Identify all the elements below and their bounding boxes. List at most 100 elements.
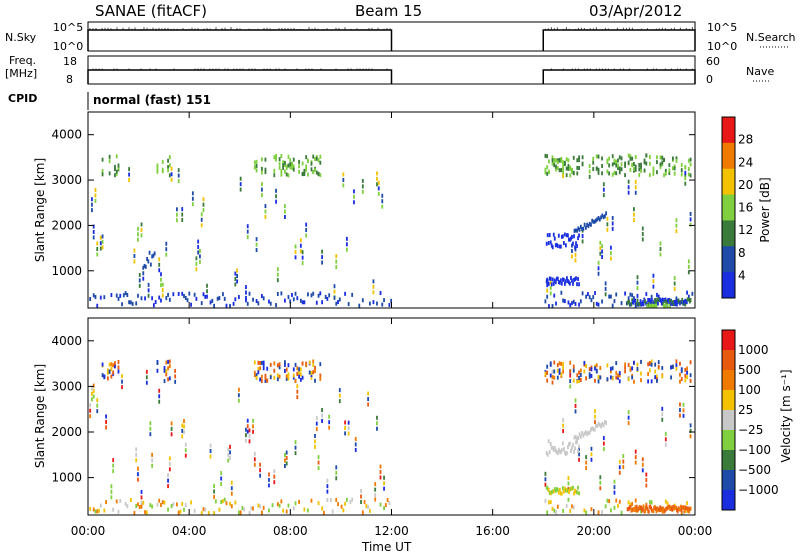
echo-cell (137, 237, 139, 242)
echo-cell (663, 173, 665, 178)
echo-cell (328, 425, 331, 430)
echo-cell (618, 379, 621, 384)
echo-cell (108, 362, 111, 367)
echo-cell (594, 291, 596, 296)
echo-cell (567, 488, 569, 493)
echo-cell (266, 378, 269, 383)
echo-cell (655, 509, 658, 514)
echo-cell (117, 369, 120, 374)
echo-cell (317, 501, 320, 506)
echo-cell (335, 497, 338, 502)
echo-cell (91, 391, 93, 396)
echo-cell (659, 241, 662, 246)
echo-cell (260, 379, 263, 384)
echo-cell (668, 163, 671, 168)
echo-cell (92, 394, 95, 399)
echo-cell (570, 486, 572, 491)
echo-cell (367, 391, 370, 396)
echo-cell (565, 279, 567, 284)
echo-cell (590, 373, 593, 378)
echo-cell (684, 302, 687, 307)
echo-cell (629, 367, 632, 372)
echo-cell (643, 160, 646, 165)
echo-cell (572, 170, 575, 175)
echo-cell (620, 162, 623, 167)
echo-cell (264, 214, 267, 219)
echo-cell (684, 378, 687, 383)
echo-cell (319, 376, 322, 381)
echo-cell (354, 447, 357, 452)
echo-cell (96, 398, 99, 403)
echo-cell (679, 413, 681, 418)
echo-cell (551, 489, 554, 494)
echo-cell (248, 291, 251, 296)
date-label: 03/Apr/2012 (589, 2, 682, 20)
echo-cell (624, 163, 626, 168)
echo-cell (372, 284, 375, 289)
echo-cell (374, 497, 377, 502)
echo-cell (610, 508, 612, 513)
echo-cell (160, 283, 162, 288)
echo-cell (174, 379, 177, 384)
echo-cell (310, 373, 313, 378)
echo-cell (577, 485, 579, 490)
echo-cell (684, 170, 687, 175)
echo-cell (310, 375, 313, 380)
echo-cell (278, 503, 281, 508)
echo-cell (643, 168, 646, 173)
echo-cell (560, 491, 563, 496)
echo-cell (133, 254, 136, 259)
echo-cell (101, 172, 104, 177)
echo-cell (115, 154, 118, 159)
echo-cell (383, 298, 385, 303)
echo-cell (629, 502, 632, 507)
echo-cell (544, 153, 547, 158)
echo-cell (601, 171, 603, 176)
nsky-tick-top: 10^5 (53, 21, 83, 34)
echo-cell (326, 484, 329, 489)
echo-cell (174, 374, 177, 379)
echo-cell (176, 207, 178, 212)
echo-cell (199, 259, 201, 264)
echo-cell (551, 506, 554, 511)
echo-cell (229, 304, 231, 309)
echo-cell (597, 379, 600, 384)
echo-cell (167, 507, 169, 512)
echo-cell (624, 369, 626, 374)
echo-cell (689, 428, 692, 433)
echo-cell (544, 170, 547, 175)
echo-cell (576, 165, 579, 170)
echo-cell (154, 300, 157, 305)
echo-cell (572, 299, 575, 304)
echo-cell (121, 374, 123, 379)
echo-cell (645, 504, 648, 509)
echo-cell (635, 504, 638, 509)
echo-cell (338, 399, 341, 404)
echo-cell (669, 299, 672, 304)
echo-cell (91, 386, 93, 391)
echo-cell (381, 204, 384, 209)
echo-cell (585, 510, 588, 515)
echo-cell (160, 277, 162, 282)
echo-cell (303, 168, 306, 173)
echo-cell (555, 487, 558, 492)
echo-cell (333, 295, 336, 300)
echo-cell (622, 465, 625, 470)
echo-cell (377, 180, 380, 185)
echo-cell (555, 276, 558, 281)
echo-cell (682, 510, 685, 515)
echo-cell (558, 280, 561, 285)
echo-cell (640, 359, 642, 364)
echo-cell (124, 291, 127, 296)
echo-cell (303, 507, 306, 512)
echo-cell (556, 368, 559, 373)
echo-cell (315, 427, 318, 432)
echo-cell (572, 378, 575, 383)
echo-cell (577, 449, 579, 454)
echo-cell (546, 370, 549, 375)
echo-cell (278, 157, 281, 162)
echo-cell (597, 302, 600, 307)
echo-cell (557, 233, 560, 238)
nsky-tick-bottom: 10^0 (53, 40, 83, 53)
echo-cell (582, 226, 585, 231)
